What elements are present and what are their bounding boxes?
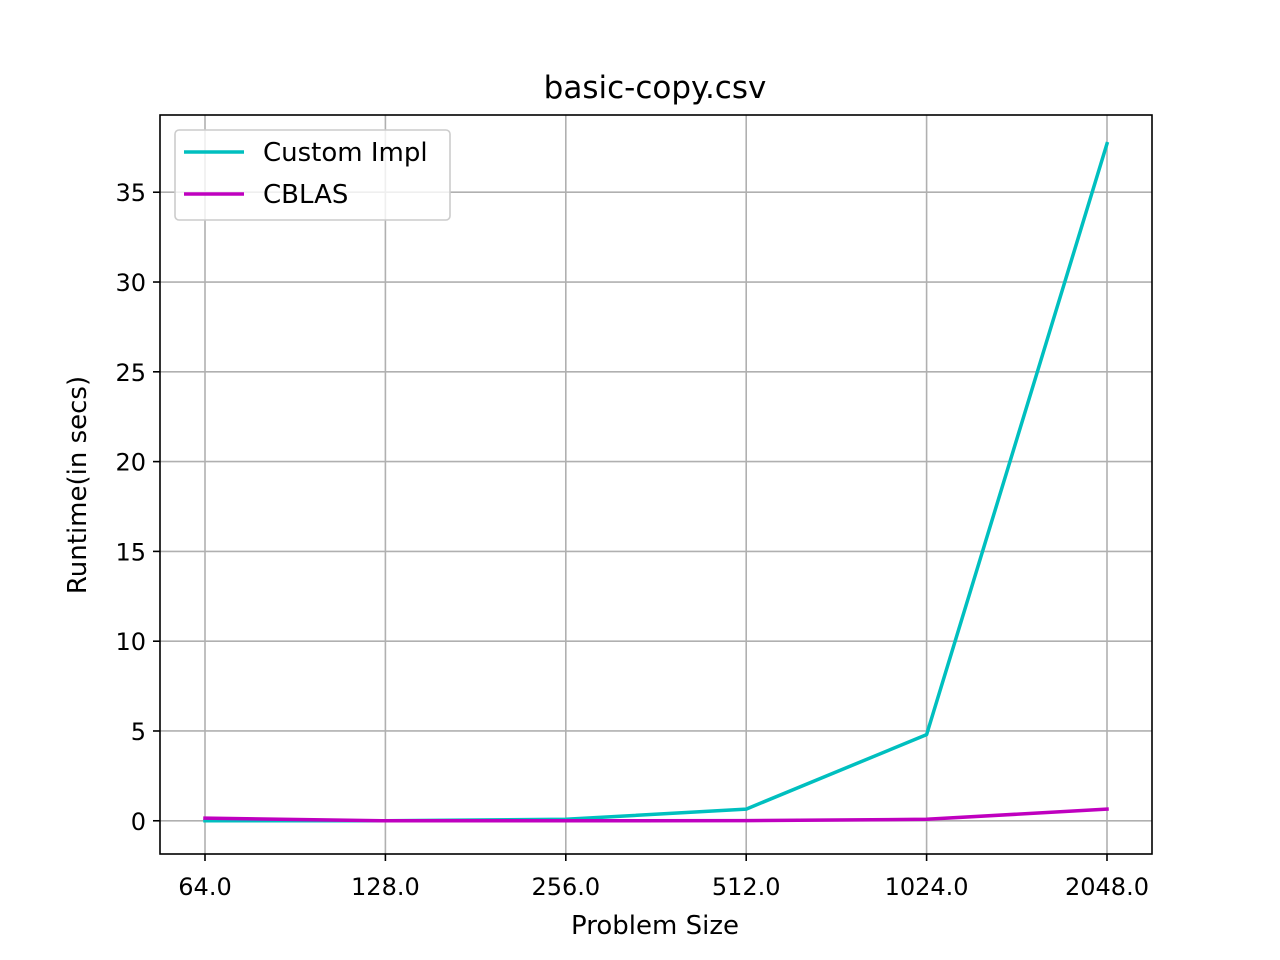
y-tick-label: 15 (115, 538, 146, 566)
x-tick-label: 512.0 (712, 873, 781, 901)
x-tick-label: 128.0 (351, 873, 420, 901)
x-axis-ticks: 64.0 128.0 256.0 512.0 1024.0 2048.0 (178, 854, 1149, 901)
legend: Custom Impl CBLAS (174, 129, 451, 221)
y-tick-label: 25 (115, 359, 146, 387)
y-tick-label: 0 (131, 808, 146, 836)
legend-label-custom-impl: Custom Impl (263, 138, 428, 168)
y-axis-label: Runtime(in secs) (63, 376, 93, 594)
series-lines (203, 141, 1110, 823)
x-tick-label: 256.0 (531, 873, 600, 901)
y-tick-label: 20 (115, 449, 146, 477)
y-tick-label: 35 (115, 179, 146, 207)
x-tick-label: 2048.0 (1065, 873, 1149, 901)
x-axis-label: Problem Size (571, 911, 739, 941)
chart-title: basic-copy.csv (544, 70, 767, 106)
plot-frame (159, 114, 1153, 855)
legend-label-cblas: CBLAS (263, 180, 348, 210)
y-axis-ticks: 0 5 10 15 20 25 30 35 (115, 179, 160, 836)
y-tick-label: 10 (115, 628, 146, 656)
series-line-cblas (203, 807, 1109, 823)
y-tick-label: 30 (115, 269, 146, 297)
x-tick-label: 64.0 (178, 873, 231, 901)
x-tick-label: 1024.0 (885, 873, 969, 901)
y-tick-label: 5 (131, 718, 146, 746)
